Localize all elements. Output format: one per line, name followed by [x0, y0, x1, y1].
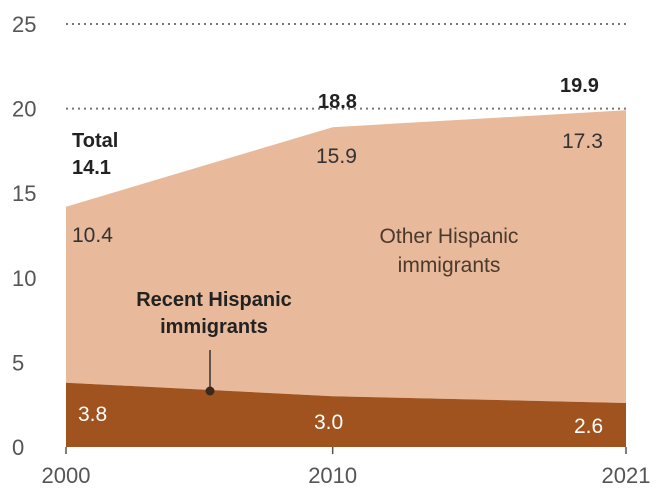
y-tick-label: 25: [12, 12, 36, 37]
callout-dot: [205, 386, 215, 396]
x-tick-label: 2010: [308, 463, 357, 488]
data-labels: Total 14.1 18.8 19.9 10.4 15.9 17.3 3.8 3.0 2.6 Ot…: [72, 75, 603, 438]
series-label-other: Other Hispanic: [380, 225, 519, 248]
area-layers: [66, 110, 626, 447]
x-tick-label: 2000: [42, 463, 91, 488]
data-label-other: 17.3: [562, 130, 603, 153]
area-recent-hispanic-immigrants: [66, 382, 626, 447]
data-label-recent: 2.6: [574, 415, 603, 438]
series-label-recent: immigrants: [160, 316, 268, 338]
total-caption-label: Total: [72, 130, 118, 152]
y-tick-label: 15: [12, 181, 36, 206]
total-label: 14.1: [72, 157, 111, 179]
x-tick-label: 2021: [602, 463, 651, 488]
y-tick-label: 10: [12, 266, 36, 291]
x-axis-ticks: 2000 2010 2021: [42, 447, 651, 488]
y-axis-ticks: 0 5 10 15 20 25: [12, 12, 36, 460]
area-other-hispanic-immigrants: [66, 110, 626, 404]
data-label-other: 10.4: [72, 224, 113, 247]
y-tick-label: 20: [12, 97, 36, 122]
series-label-other: immigrants: [398, 254, 501, 277]
data-label-other: 15.9: [316, 145, 357, 168]
y-tick-label: 5: [12, 350, 24, 375]
y-tick-label: 0: [12, 435, 24, 460]
total-label: 19.9: [560, 75, 599, 97]
data-label-recent: 3.0: [314, 411, 343, 434]
data-label-recent: 3.8: [78, 403, 107, 426]
series-label-recent: Recent Hispanic: [136, 289, 292, 311]
total-label: 18.8: [318, 91, 357, 113]
